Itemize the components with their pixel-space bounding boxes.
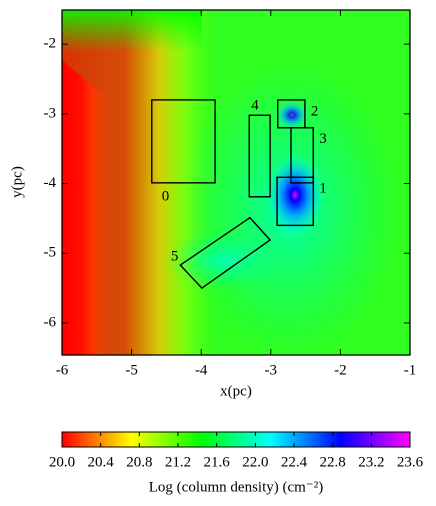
region-label: 2 — [311, 103, 319, 119]
heatmap-field — [62, 10, 410, 355]
region-label: 4 — [251, 98, 259, 114]
colorbar-label: Log (column density) (cm⁻²) — [149, 479, 323, 495]
y-axis-label: y(pc) — [9, 166, 25, 198]
x-tick-label: -2 — [334, 362, 347, 378]
region-box — [179, 216, 272, 290]
colorbar-tick-label: 20.8 — [126, 454, 152, 470]
region-label: 1 — [319, 181, 327, 197]
region-label: 5 — [171, 249, 179, 265]
region-box — [151, 99, 216, 184]
x-tick-label: -4 — [195, 362, 208, 378]
region-label: 3 — [319, 131, 327, 147]
x-tick-label: -5 — [125, 362, 138, 378]
colorbar-tick-label: 21.2 — [165, 454, 191, 470]
colorbar-tick-label: 22.0 — [242, 454, 268, 470]
x-tick-label: -6 — [56, 362, 69, 378]
region-box — [276, 176, 314, 227]
colorbar-tick-label: 22.8 — [320, 454, 346, 470]
colorbar-tick-label: 23.6 — [397, 454, 424, 470]
plot-frame — [61, 9, 411, 356]
colorbar-tick-label: 21.6 — [204, 454, 231, 470]
y-tick-label: -2 — [44, 36, 57, 52]
region-label: 0 — [162, 188, 170, 204]
x-tick-label: -3 — [265, 362, 278, 378]
y-tick-label: -6 — [44, 314, 57, 330]
colorbar-tick-label: 22.4 — [281, 454, 308, 470]
y-tick-label: -5 — [44, 245, 57, 261]
colorbar-tick-label: 20.4 — [88, 454, 115, 470]
y-tick-label: -4 — [44, 175, 57, 191]
region-box — [248, 114, 271, 198]
x-tick-label: -1 — [404, 362, 417, 378]
region-box — [290, 127, 314, 184]
colorbar — [61, 431, 411, 448]
colorbar-tick-label: 20.0 — [49, 454, 75, 470]
colorbar-tick-label: 23.2 — [358, 454, 384, 470]
y-tick-label: -3 — [44, 105, 57, 121]
x-axis-label: x(pc) — [220, 383, 252, 399]
